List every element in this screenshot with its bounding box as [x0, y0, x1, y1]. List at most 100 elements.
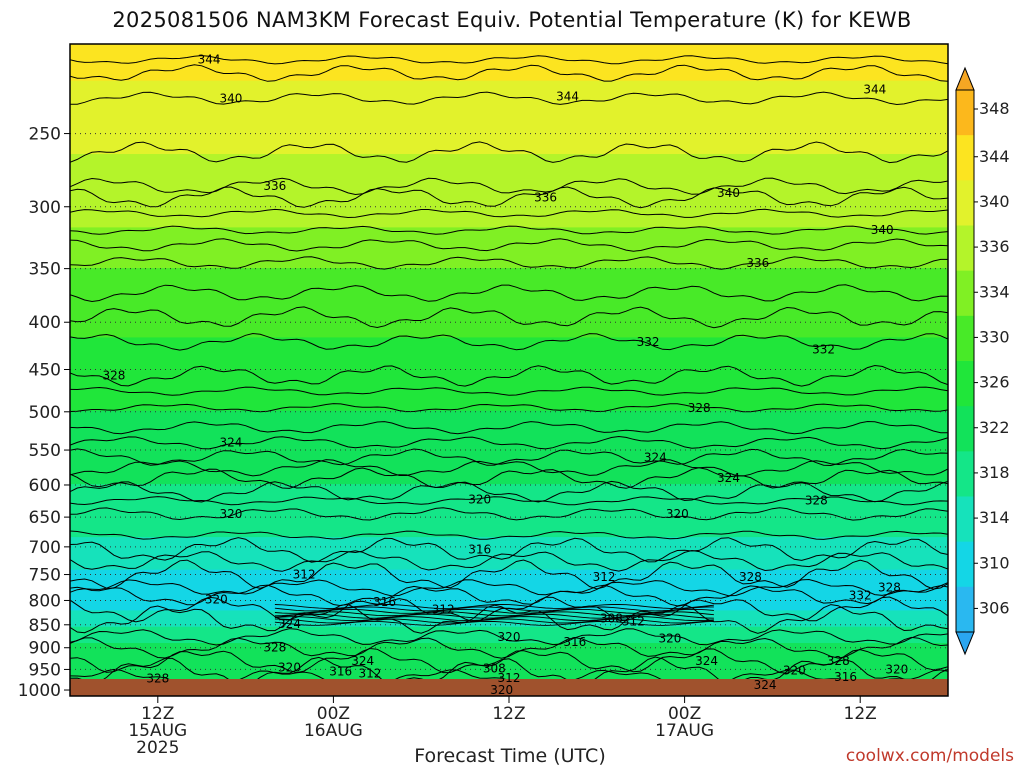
shading-band: [70, 158, 948, 163]
contour-label: 324: [351, 654, 374, 668]
contour-line: [70, 225, 948, 235]
shading-band: [70, 259, 948, 265]
contour-line: [274, 608, 714, 614]
colorbar-bottom-arrow: [955, 631, 975, 656]
shading-band: [70, 459, 948, 465]
shading-band: [70, 141, 948, 147]
shading-band: [70, 569, 948, 575]
contour-label: 316: [468, 543, 491, 557]
shading-band: [70, 64, 948, 70]
contour-line: [70, 186, 948, 209]
y-tick-label: 950: [29, 660, 61, 680]
y-tick-label: 500: [29, 403, 61, 423]
shading-band: [70, 325, 948, 330]
shading-band: [70, 280, 948, 286]
shading-band: [70, 675, 948, 681]
shading-band: [70, 198, 948, 204]
shading-band: [70, 524, 948, 530]
shading-band: [70, 109, 948, 114]
x-tick-label: 00Z: [668, 704, 701, 724]
shading-band: [70, 219, 948, 224]
shading-band: [70, 247, 948, 253]
colorbar-segment: [956, 451, 974, 497]
shading-band: [70, 475, 948, 481]
shading-band: [70, 394, 948, 400]
x-tick-label: 17AUG: [655, 721, 714, 741]
surface-terrain: [70, 679, 948, 696]
colorbar-tick-label: 322: [979, 418, 1010, 437]
shading-band: [70, 545, 948, 550]
contour-label: 320: [205, 592, 228, 606]
shading-band: [70, 48, 948, 53]
contour-line: [70, 64, 948, 82]
shading-band: [70, 365, 948, 371]
contour-line: [70, 459, 948, 477]
contour-label: 320: [490, 683, 513, 697]
colorbar-tick-label: 310: [979, 553, 1010, 572]
shading-band: [70, 227, 948, 233]
contour-line: [70, 480, 948, 503]
shading-band: [70, 573, 948, 579]
shading-band: [70, 44, 948, 49]
contour-label: 328: [688, 401, 711, 415]
shading-band: [70, 170, 948, 175]
contour-line: [70, 435, 948, 450]
contour-line: [70, 628, 948, 646]
contour-label: 320: [278, 661, 301, 675]
shading-band: [70, 255, 948, 261]
shading-band: [70, 390, 948, 396]
y-tick-label: 250: [29, 125, 61, 145]
shading-band: [70, 638, 948, 644]
shading-band: [70, 207, 948, 212]
shading-band: [70, 414, 948, 420]
contour-label: 336: [746, 256, 769, 270]
shading-band: [70, 655, 948, 660]
colorbar-frame: [955, 89, 975, 633]
shading-band: [70, 231, 948, 237]
contour-line: [274, 611, 714, 617]
colorbar-segment: [956, 496, 974, 543]
shading-band: [70, 598, 948, 603]
contour-labels: 344 340 344 344 336 336 340 340 336 332 332 328 328 3…: [102, 53, 908, 697]
contour-line: [70, 656, 948, 687]
contour-label: 328: [805, 494, 828, 508]
shading-band: [70, 76, 948, 82]
shading-band: [70, 308, 948, 314]
shading-band: [70, 312, 948, 318]
x-tick-label: 16AUG: [304, 721, 363, 741]
contour-label: 332: [812, 342, 835, 356]
shading-band: [70, 337, 948, 343]
contour-label: 316: [834, 670, 857, 684]
shading-band: [70, 520, 948, 526]
x-tick-label: 2025: [136, 738, 179, 758]
contour-label: 328: [146, 672, 169, 686]
contour-label: 328: [827, 654, 850, 668]
shading-band: [70, 251, 948, 257]
shading-band: [70, 166, 948, 171]
contour-line: [70, 507, 948, 521]
shading-band: [70, 292, 948, 298]
colorbar-tick-label: 348: [979, 99, 1010, 118]
contour-line: [70, 208, 948, 219]
contour-label: 332: [849, 588, 872, 602]
shading-band: [70, 133, 948, 139]
shading-band: [70, 60, 948, 65]
shading-band: [70, 622, 948, 628]
shading-band: [70, 353, 948, 359]
colorbar-tick-label: 326: [979, 373, 1010, 392]
contour-line: [274, 613, 714, 619]
shading-band: [70, 154, 948, 159]
shading-band: [70, 585, 948, 591]
contour-label: 328: [263, 641, 286, 655]
contour-line: [70, 403, 948, 413]
shading-band: [70, 386, 948, 391]
shading-band: [70, 239, 948, 245]
contour-line: [70, 332, 948, 351]
colorbar-tick-label: 306: [979, 598, 1010, 617]
contour-label: 324: [754, 678, 777, 692]
shading-band: [70, 410, 948, 416]
contour-label: 312: [293, 568, 316, 582]
contour-label: 312: [622, 614, 645, 628]
colorbar-segment: [956, 225, 974, 272]
